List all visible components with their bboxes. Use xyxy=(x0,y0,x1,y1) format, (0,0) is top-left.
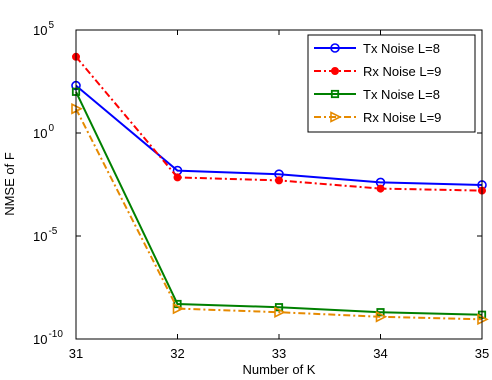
legend-marker-3 xyxy=(330,89,340,99)
series-4-point-4 xyxy=(375,310,388,323)
x-tick-label-5: 35 xyxy=(475,346,489,361)
series-4-point-2 xyxy=(172,302,185,315)
x-tick-label-1: 31 xyxy=(69,346,83,361)
legend-label-1: Tx Noise L=8 xyxy=(363,41,440,56)
y-axis-label: NMSE of F xyxy=(2,152,17,216)
series-1-line xyxy=(75,84,483,186)
x-axis-label: Number of K xyxy=(243,362,316,377)
series-4-line xyxy=(75,108,483,321)
legend: Tx Noise L=8 Rx Noise L=9 Tx Noise L=8 Rx N… xyxy=(307,34,476,133)
x-tick-label-2: 32 xyxy=(170,346,184,361)
series-2-point-2 xyxy=(173,173,182,182)
legend-label-3: Tx Noise L=8 xyxy=(363,87,440,102)
y-tick-label-1: 105 xyxy=(33,20,54,38)
y-tick-label-2: 100 xyxy=(33,123,54,141)
legend-marker-2 xyxy=(331,67,339,75)
series-3-line xyxy=(75,91,483,316)
legend-label-4: Rx Noise L=9 xyxy=(363,110,441,125)
y-tick-label-3: 10-5 xyxy=(33,226,58,244)
x-tick-label-3: 33 xyxy=(272,346,286,361)
series-2-point-4 xyxy=(376,184,385,193)
legend-label-2: Rx Noise L=9 xyxy=(363,64,441,79)
y-tick-label-4: 10-10 xyxy=(33,329,63,347)
series-4-point-3 xyxy=(274,306,286,318)
series-2-point-3 xyxy=(275,176,283,185)
legend-marker-1 xyxy=(330,43,340,53)
legend-marker-4 xyxy=(330,111,342,123)
series-layer xyxy=(71,52,489,326)
series-2 xyxy=(72,52,486,195)
x-tick-label-4: 34 xyxy=(373,346,387,361)
ticks-layer: 31 32 33 34 35 105 100 10-5 10-10 xyxy=(33,20,489,361)
